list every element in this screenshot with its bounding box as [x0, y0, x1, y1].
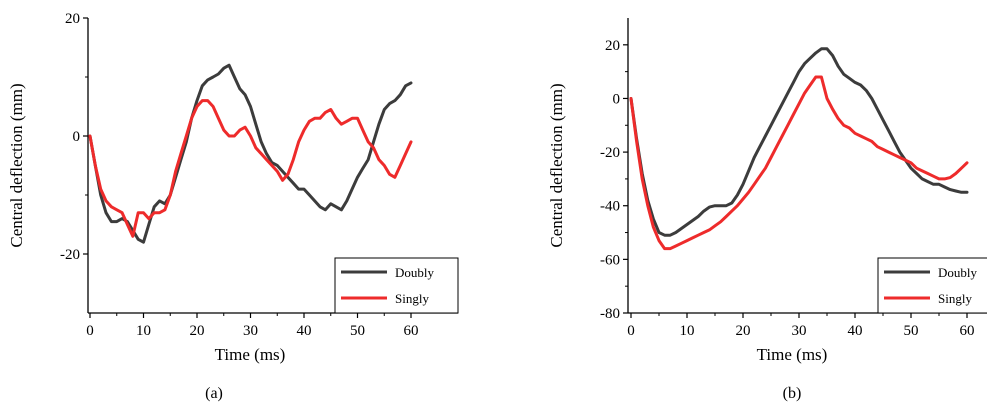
legend: Doubly Singly: [877, 257, 987, 314]
series-line-singly: [629, 75, 969, 251]
x-tick-label: 0: [627, 323, 635, 339]
y-tick-label: -20: [60, 247, 80, 263]
y-tick-label: 20: [65, 11, 80, 27]
x-tick-label: 30: [792, 323, 807, 339]
legend: Doubly Singly: [334, 257, 459, 314]
y-tick-label: 0: [73, 129, 81, 145]
series-line-doubly: [88, 63, 413, 244]
x-tick-label: 20: [736, 323, 751, 339]
legend-label-doubly: Doubly: [938, 265, 978, 280]
chart-b: 0 10 20 30 40 50 60 20 0 -20 -40 -60 -80 Time (ms) Cen…: [547, 18, 987, 402]
y-axis-title: Central deflection (mm): [547, 83, 566, 247]
legend-label-doubly: Doubly: [395, 265, 435, 280]
y-tick-label: -80: [600, 306, 620, 322]
chart-a: 0 10 20 30 40 50 60 20 0 -20 Time (ms) Central defl…: [7, 11, 459, 402]
y-tick-label: -40: [600, 199, 620, 215]
x-tick-label: 50: [904, 323, 919, 339]
y-axis-title: Central deflection (mm): [7, 83, 26, 247]
x-tick-label: 10: [136, 323, 151, 339]
x-tick-label: 60: [960, 323, 975, 339]
y-tick-label: 0: [613, 91, 621, 107]
legend-box: [334, 257, 459, 314]
legend-label-singly: Singly: [395, 291, 429, 306]
x-tick-label: 40: [848, 323, 863, 339]
legend-box: [877, 257, 987, 314]
x-tick-label: 10: [680, 323, 695, 339]
x-tick-label: 20: [190, 323, 205, 339]
x-tick-label: 30: [243, 323, 258, 339]
legend-label-singly: Singly: [938, 291, 972, 306]
x-axis-title: Time (ms): [215, 345, 286, 364]
x-tick-label: 40: [297, 323, 312, 339]
series-line-singly: [88, 99, 413, 238]
x-tick-label: 50: [350, 323, 365, 339]
y-tick-label: 20: [605, 38, 620, 54]
figure-caption: (a): [205, 385, 223, 402]
series-line-doubly: [629, 47, 969, 237]
y-tick-label: -60: [600, 252, 620, 268]
x-axis-title: Time (ms): [757, 345, 828, 364]
x-tick-label: 60: [404, 323, 419, 339]
y-tick-label: -20: [600, 145, 620, 161]
x-tick-label: 0: [86, 323, 94, 339]
figure-caption: (b): [783, 385, 802, 402]
